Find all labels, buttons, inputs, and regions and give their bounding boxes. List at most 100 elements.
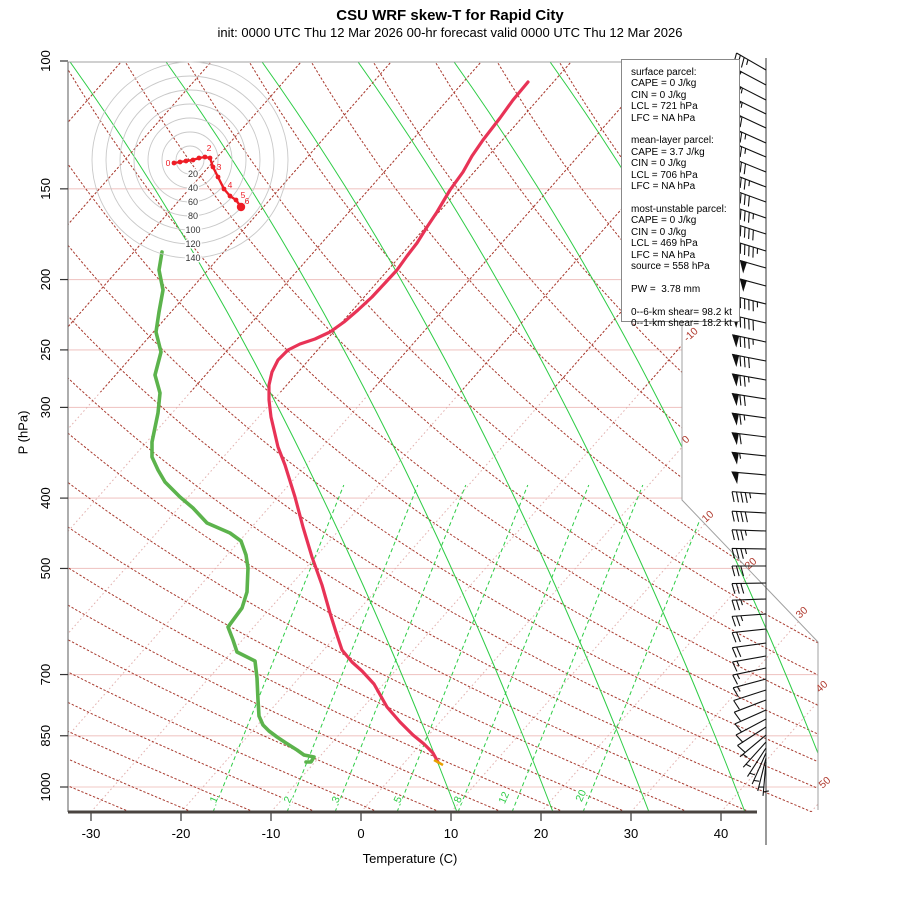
temperature-curve [267, 80, 530, 764]
info-line: PW = 3.78 mm [631, 283, 701, 295]
dry-adiabat [186, 62, 818, 812]
barb-half-feather [743, 414, 746, 421]
wind-barb [751, 752, 767, 785]
barb-pennant [731, 334, 740, 348]
barb-feather [732, 687, 739, 698]
barb-feather [731, 548, 736, 559]
barb-feather [735, 599, 741, 611]
wind-barb [731, 451, 767, 465]
barb-feather [733, 700, 740, 710]
dry-adiabat [68, 62, 379, 812]
barb-pennant [731, 373, 740, 387]
barb-feather [735, 583, 740, 594]
hodograph-point [190, 157, 196, 163]
wind-barb [731, 471, 767, 485]
wind-barb [734, 98, 767, 115]
barb-feather [739, 355, 742, 367]
moist-adiabat [453, 62, 818, 812]
barb-feather [748, 338, 750, 349]
dewpoint-curve [150, 250, 316, 764]
barb-half-feather [744, 548, 748, 555]
info-line: LCL = 706 hPa [631, 169, 698, 181]
hodograph-ring-label: 40 [188, 183, 198, 193]
barb-feather [735, 491, 740, 503]
barb-feather [740, 548, 744, 559]
barb-half-feather [745, 763, 752, 768]
hodograph-point [207, 155, 213, 161]
hodograph-ring [91, 61, 289, 259]
barb-feather [740, 565, 745, 577]
y-axis-label: P (hPa) [15, 410, 31, 455]
wind-barb [731, 565, 766, 577]
dry-adiabat [806, 62, 818, 812]
page-title: CSU WRF skew-T for Rapid City [336, 7, 564, 24]
barb-pennant [739, 278, 747, 292]
barb-feather [731, 647, 737, 658]
wind-barb [733, 689, 767, 710]
isotherm-label: 50 [817, 774, 834, 791]
isotherm-line-upper [549, 241, 682, 392]
barb-feather [731, 632, 737, 643]
barb-staff [734, 699, 767, 713]
hodograph-point [210, 164, 216, 170]
barb-half-feather [744, 530, 747, 536]
hodograph-ring-label: 120 [185, 239, 200, 249]
y-tick-label: 250 [38, 339, 53, 361]
y-tick-label: 1000 [38, 773, 53, 802]
hodograph-ring-label: 80 [188, 211, 198, 221]
barb-staff [732, 510, 767, 514]
barb-half-feather [763, 790, 769, 793]
barb-feather [743, 337, 746, 348]
isotherm-line-upper [189, 62, 482, 392]
dry-adiabat [124, 62, 818, 812]
x-tick-label: 40 [714, 826, 728, 841]
y-tick-label: 150 [38, 178, 53, 200]
mixing-ratio-line [212, 484, 345, 812]
wind-barb [731, 547, 767, 559]
barb-staff [732, 598, 767, 601]
barb-staff [731, 582, 767, 585]
barb-staff [751, 752, 767, 785]
y-tick-label: 200 [38, 269, 53, 291]
hodograph-height-label: 2 [207, 143, 212, 153]
barb-staff [737, 726, 767, 746]
barb-feather [736, 631, 741, 643]
barb-half-feather [739, 453, 742, 459]
hodograph-height-label: 6 [245, 196, 250, 206]
barb-staff [757, 757, 767, 792]
y-tick-label: 100 [38, 50, 53, 72]
isotherm-line [720, 62, 818, 812]
info-line: CAPE = 0 J/kg [631, 78, 697, 90]
hodograph-point [233, 197, 239, 203]
barb-feather [731, 583, 736, 594]
hodograph-point [202, 154, 208, 160]
isotherm-line [180, 62, 818, 812]
wind-barb [731, 432, 767, 446]
barb-feather [743, 179, 746, 190]
wind-barb [737, 726, 767, 753]
wind-barb [739, 734, 767, 758]
mixing-ratio-label: 12 [496, 790, 512, 806]
hodograph-point [183, 158, 189, 164]
plot-boundary [68, 61, 819, 810]
y-tick-label: 500 [38, 558, 53, 580]
barb-staff [747, 747, 767, 777]
wind-barb [731, 412, 767, 426]
barb-feather [732, 661, 738, 672]
x-tick-label: -10 [262, 826, 281, 841]
wind-barb [731, 582, 767, 594]
info-line [631, 192, 739, 203]
barb-half-feather [749, 492, 752, 499]
hodograph-height-label: 0 [166, 158, 171, 168]
barb-feather [739, 177, 742, 189]
barb-feather [744, 511, 748, 523]
dry-adiabat [744, 62, 818, 812]
wind-barb [731, 353, 767, 369]
barb-feather [743, 376, 746, 387]
moist-adiabat [69, 62, 458, 812]
barb-feather [739, 209, 742, 220]
info-line: CAPE = 0 J/kg [631, 215, 697, 227]
hodograph-ring [175, 145, 205, 175]
barb-feather [739, 116, 743, 128]
info-line: most-unstable parcel: [631, 203, 727, 215]
